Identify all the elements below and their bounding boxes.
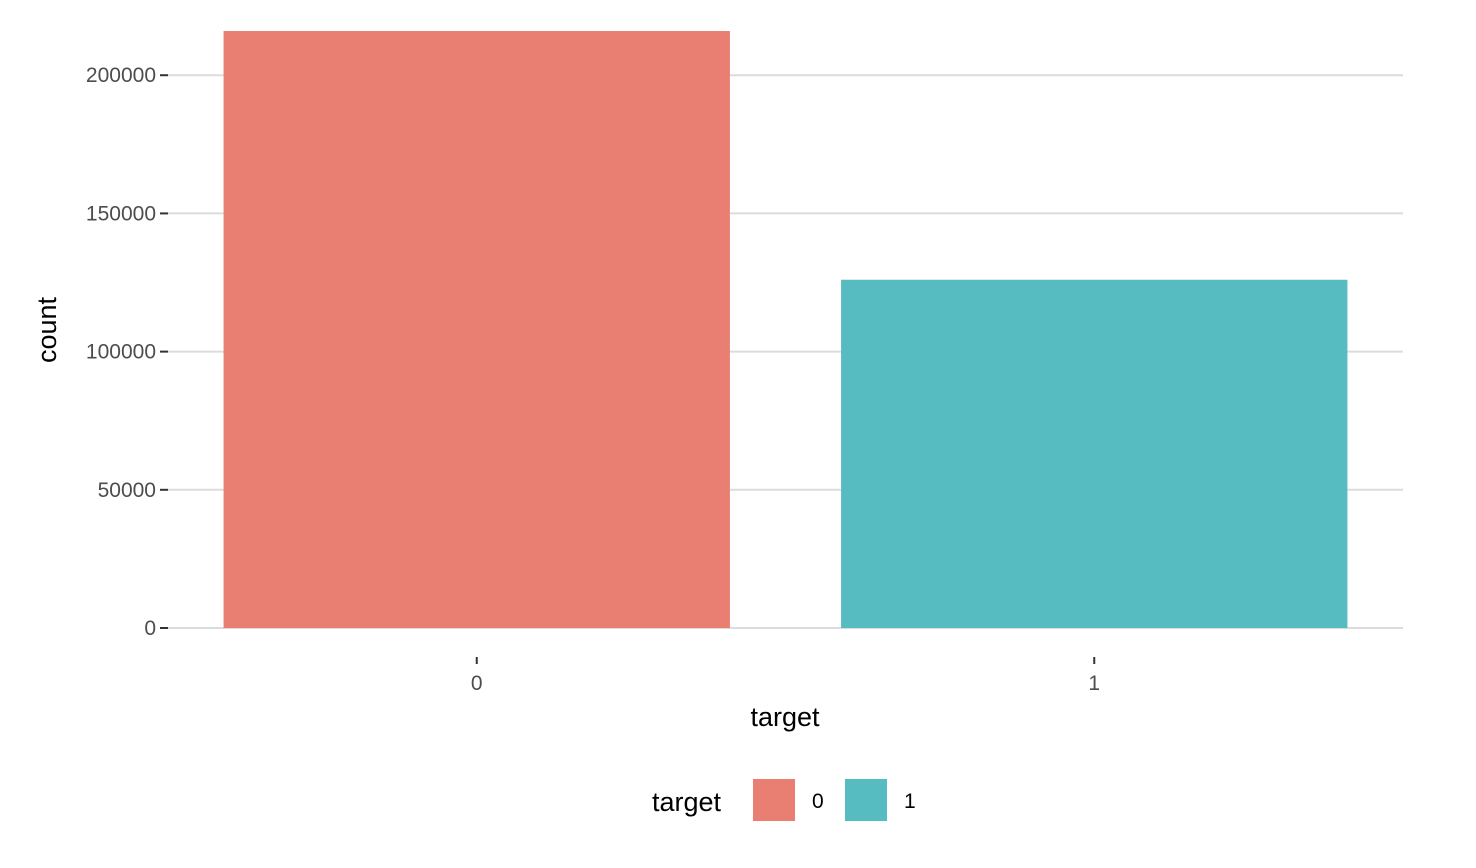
bar-0 [223, 31, 730, 628]
legend-label: 1 [904, 790, 916, 813]
y-tick-label: 100000 [86, 341, 156, 364]
legend-label: 0 [812, 790, 824, 813]
x-tick-label: 1 [1088, 672, 1100, 695]
x-tick-label: 0 [471, 672, 483, 695]
bars [223, 31, 1348, 628]
y-tick-label: 0 [144, 617, 156, 640]
y-axis: 0 50000 100000 150000 200000 [86, 64, 168, 640]
y-tick-label: 200000 [86, 64, 156, 87]
legend-title: target [652, 787, 722, 817]
legend-key-1 [845, 779, 887, 821]
bar-1 [841, 279, 1348, 628]
y-tick-label: 50000 [98, 479, 156, 502]
x-axis-title: target [750, 702, 820, 732]
legend-key-0 [753, 779, 795, 821]
y-tick-label: 150000 [86, 202, 156, 225]
y-axis-title: count [32, 296, 62, 363]
